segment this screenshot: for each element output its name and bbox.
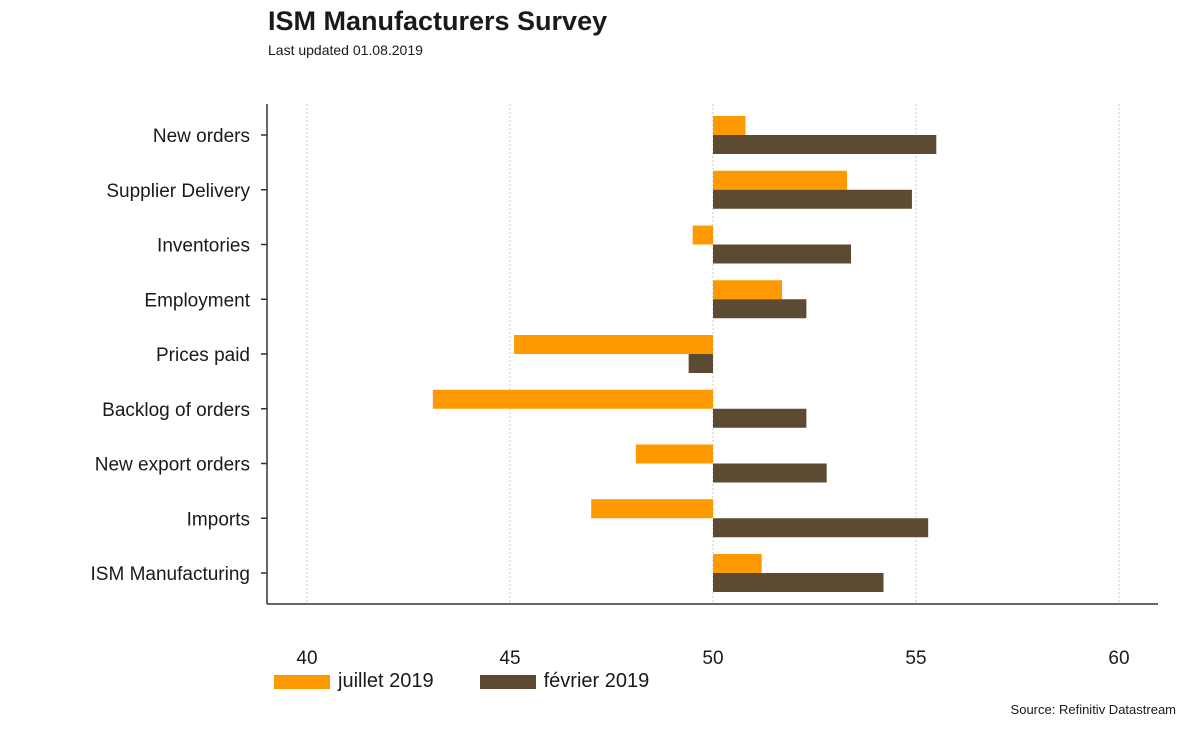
legend-swatch-juillet (274, 674, 330, 689)
bar-ism-manufacturing-fevrier (713, 573, 884, 592)
x-tick-label: 50 (702, 648, 723, 669)
bar-employment-juillet (713, 280, 783, 300)
x-tick-label: 45 (499, 648, 520, 669)
chart-subtitle: Last updated 01.08.2019 (268, 42, 423, 58)
axes (261, 104, 1158, 605)
bar-supplier-delivery-juillet (713, 170, 847, 190)
category-label: Imports (187, 509, 250, 530)
bar-supplier-delivery-fevrier (713, 189, 912, 209)
category-label: New orders (153, 126, 250, 147)
bar-new-export-orders-juillet (635, 444, 713, 464)
category-label: Prices paid (156, 345, 250, 366)
legend-swatch-fevrier (479, 674, 536, 689)
tick-labels: 40 45 50 55 60 (296, 648, 1129, 669)
x-tick-label: 40 (296, 648, 317, 669)
bar-prices-paid-fevrier (688, 354, 713, 373)
legend-label-fevrier: février 2019 (543, 670, 650, 692)
source-note: Source: Refinitiv Datastream (1010, 702, 1176, 717)
category-label: ISM Manufacturing (91, 564, 250, 585)
bar-backlog-of-orders-fevrier (713, 408, 807, 428)
bar-imports-fevrier (713, 518, 929, 538)
legend-item-juillet: juillet 2019 (274, 670, 434, 693)
category-label: Backlog of orders (102, 400, 250, 421)
legend-item-fevrier: février 2019 (479, 670, 650, 693)
bars (432, 116, 937, 592)
bar-new-orders-fevrier (713, 135, 937, 154)
category-label: Supplier Delivery (106, 181, 250, 202)
bar-ism-manufacturing-juillet (713, 554, 762, 573)
category-labels: New orders Supplier Delivery Inventories Em… (91, 126, 251, 585)
bar-imports-juillet (591, 499, 713, 519)
chart-title: ISM Manufacturers Survey (268, 6, 608, 36)
category-label: New export orders (95, 455, 250, 476)
bar-new-orders-juillet (713, 116, 746, 135)
bar-inventories-juillet (692, 225, 713, 245)
bar-backlog-of-orders-juillet (432, 389, 713, 409)
legend-label-juillet: juillet 2019 (338, 670, 434, 692)
x-tick-label: 55 (905, 648, 926, 669)
bar-prices-paid-juillet (514, 335, 713, 354)
x-tick-label: 60 (1108, 648, 1129, 669)
category-label: Employment (144, 290, 250, 311)
category-label: Inventories (157, 236, 250, 257)
legend: juillet 2019 février 2019 (274, 670, 695, 693)
bar-employment-fevrier (713, 299, 807, 319)
bar-inventories-fevrier (713, 244, 852, 264)
bar-new-export-orders-fevrier (713, 463, 827, 483)
